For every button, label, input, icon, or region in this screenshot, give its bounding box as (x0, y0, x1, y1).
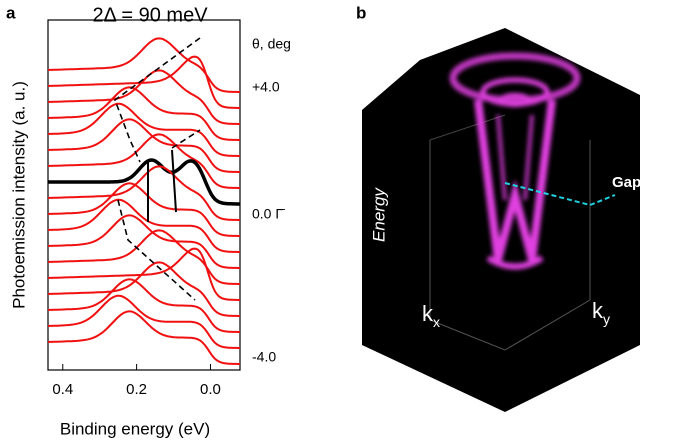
dashed-line (171, 129, 201, 149)
sub: y (603, 311, 610, 327)
gap-markers (147, 149, 177, 222)
edc-curve (48, 165, 240, 221)
edc-curve (48, 55, 240, 109)
kx-label: kx (422, 301, 440, 330)
x-axis-label: Binding energy (eV) (60, 419, 210, 438)
gap-label: Gap (612, 174, 641, 191)
edc-curve (48, 69, 240, 125)
marker (171, 149, 177, 213)
cube-edge (429, 140, 591, 351)
angle-label: -4.0 (252, 349, 276, 365)
edc-curve (48, 86, 240, 141)
ky-label: ky (592, 298, 610, 327)
gap-line (504, 182, 591, 206)
edc-curve (48, 310, 240, 365)
cube (362, 28, 640, 412)
k: k (422, 301, 434, 326)
angle-label: 0.0 Γ̄ (252, 206, 285, 222)
angle-header: θ, deg (252, 36, 291, 52)
cube-body (362, 28, 640, 412)
edc-curve (48, 158, 240, 206)
edc-curve (48, 278, 240, 333)
edc-curve (48, 37, 240, 93)
plot-frame (47, 19, 241, 371)
gap-line (589, 194, 616, 206)
angle-label: +4.0 (252, 79, 280, 95)
y-axis-label: Photoemission intensity (a. u.) (9, 81, 28, 309)
edc-curve (48, 247, 240, 301)
x-tick-label: 0.2 (126, 381, 147, 398)
curves (48, 37, 240, 365)
x-tick-label: 0.0 (200, 381, 221, 398)
dashed-line (117, 199, 196, 301)
panel-label: a (6, 3, 16, 22)
edc-curve (48, 198, 240, 253)
sub: x (433, 314, 440, 330)
band-structure (449, 52, 581, 270)
dispersion-lines (114, 37, 201, 301)
edc-curve (48, 133, 240, 189)
edc-curve (48, 182, 240, 237)
edc-curve (48, 261, 240, 317)
x-tick-label: 0.4 (52, 381, 73, 398)
dashed-line (114, 37, 201, 163)
edc-curve (48, 118, 240, 173)
panel-label: b (356, 3, 366, 22)
cube-edge (429, 114, 506, 141)
k: k (592, 298, 604, 323)
x-axis: 0.4 0.2 0.0 (52, 364, 221, 398)
panel-title: 2Δ = 90 meV (92, 4, 208, 26)
edc-curve (48, 294, 240, 349)
edc-curve (48, 214, 240, 269)
edc-curve (48, 102, 240, 157)
energy-label: Energy (369, 187, 388, 242)
